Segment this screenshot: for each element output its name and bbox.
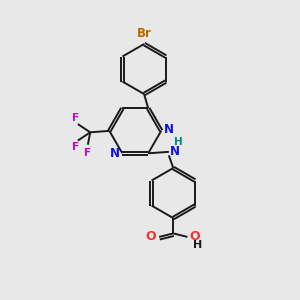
Text: Br: Br [137, 27, 152, 40]
Text: H: H [174, 136, 183, 146]
Text: F: F [84, 148, 92, 158]
Text: F: F [72, 142, 80, 152]
Text: O: O [189, 230, 200, 243]
Text: H: H [194, 241, 202, 250]
Text: N: N [169, 145, 179, 158]
Text: F: F [72, 112, 80, 123]
Text: N: N [110, 147, 120, 160]
Text: O: O [146, 230, 156, 243]
Text: N: N [164, 123, 173, 136]
